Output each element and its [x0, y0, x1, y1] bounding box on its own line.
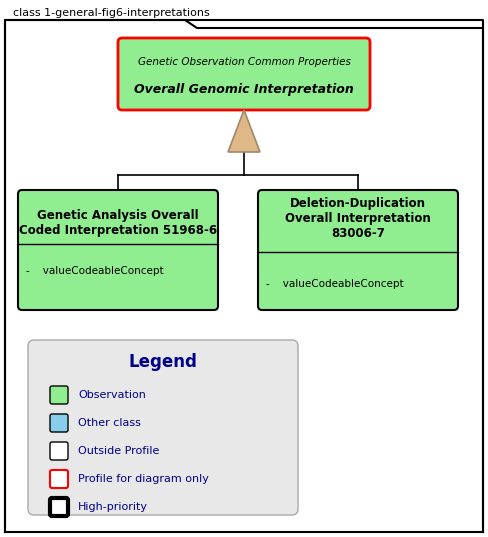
FancyBboxPatch shape	[118, 38, 370, 110]
Text: High-priority: High-priority	[78, 502, 148, 512]
FancyBboxPatch shape	[50, 470, 68, 488]
Text: Deletion-Duplication
Overall Interpretation
83006-7: Deletion-Duplication Overall Interpretat…	[285, 197, 431, 240]
Text: -    valueCodeableConcept: - valueCodeableConcept	[26, 266, 163, 276]
Text: Genetic Analysis Overall
Coded Interpretation 51968-6: Genetic Analysis Overall Coded Interpret…	[19, 209, 217, 237]
FancyBboxPatch shape	[50, 498, 68, 516]
FancyBboxPatch shape	[50, 442, 68, 460]
FancyBboxPatch shape	[18, 190, 218, 310]
Text: Other class: Other class	[78, 418, 141, 428]
Text: Legend: Legend	[128, 353, 198, 371]
Text: Overall Genomic Interpretation: Overall Genomic Interpretation	[134, 83, 354, 97]
Text: -    valueCodeableConcept: - valueCodeableConcept	[266, 279, 404, 288]
FancyBboxPatch shape	[28, 340, 298, 515]
Text: Profile for diagram only: Profile for diagram only	[78, 474, 209, 484]
Text: class 1-general-fig6-interpretations: class 1-general-fig6-interpretations	[13, 8, 210, 18]
FancyBboxPatch shape	[50, 414, 68, 432]
Polygon shape	[228, 110, 260, 152]
Text: Observation: Observation	[78, 390, 146, 400]
FancyBboxPatch shape	[258, 190, 458, 310]
Text: Genetic Observation Common Properties: Genetic Observation Common Properties	[138, 57, 350, 67]
Text: Outside Profile: Outside Profile	[78, 446, 160, 456]
FancyBboxPatch shape	[50, 386, 68, 404]
